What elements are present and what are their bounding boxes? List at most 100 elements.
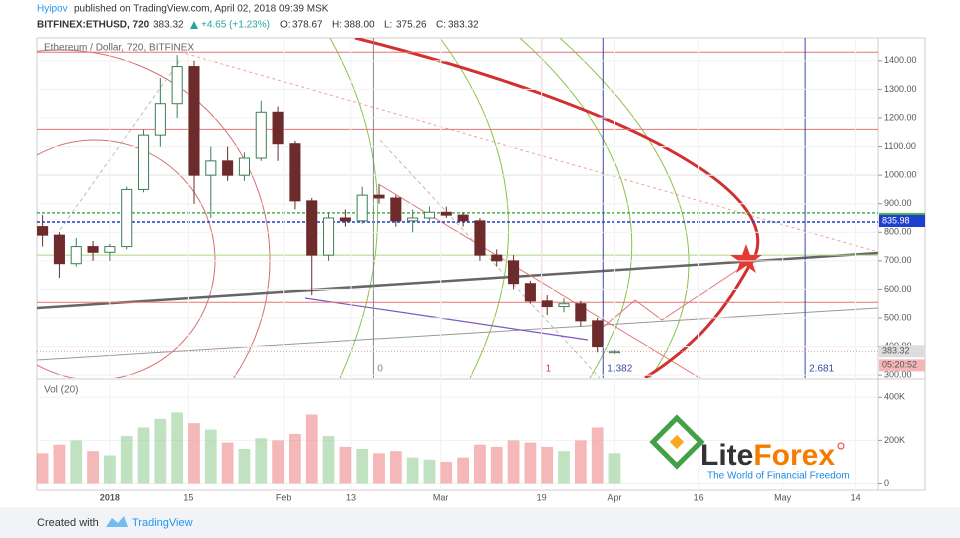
countdown-box	[879, 359, 925, 372]
volume-bar	[87, 451, 99, 484]
ohlc: O: 378.67 H: 388.00 L: 375.26 C: 383.32	[280, 20, 479, 31]
volume-bar	[558, 451, 570, 484]
candle-body	[491, 254, 503, 262]
volume-tick-label: 0	[884, 478, 889, 488]
candle-body	[272, 111, 284, 145]
footer-bar	[0, 507, 960, 538]
candle-body	[323, 217, 335, 256]
price-label: 835.98	[882, 215, 910, 225]
star	[730, 244, 762, 273]
y-tick-label: 1000.00	[884, 170, 917, 180]
logo-name: LiteForex	[700, 439, 835, 472]
volume-bar	[103, 455, 116, 484]
volume-bar	[137, 427, 150, 484]
volume-bar	[272, 440, 284, 484]
marks	[36, 38, 882, 490]
y-tick-label: 900.00	[884, 198, 912, 208]
x-tick-label: 16	[694, 492, 704, 502]
logo-name-1: Lite	[700, 439, 753, 472]
ohlc-label: C:	[436, 20, 446, 31]
logo-tagline: The World of Financial Freedom	[707, 471, 850, 482]
last-price: 383.32	[153, 20, 184, 31]
candle-body	[188, 66, 200, 176]
arc	[559, 38, 690, 378]
volume-bar	[238, 449, 251, 484]
logo: LiteForex The World of Financial Freedom	[649, 414, 850, 482]
candle-body	[440, 211, 452, 216]
volume-bar	[541, 446, 554, 484]
volume-bar	[322, 436, 335, 484]
candle-body	[171, 66, 183, 105]
y-tick-label: 1100.00	[884, 141, 916, 151]
y-tick-label: 300.00	[884, 370, 912, 380]
chart-title: Ethereum / Dollar, 720, BITFINEX	[44, 43, 194, 54]
logo-name-2: Forex	[753, 439, 835, 472]
candle-body	[541, 300, 553, 308]
candle-body	[356, 194, 368, 222]
candle-body	[87, 246, 99, 253]
trend-line	[379, 139, 601, 378]
y-tick-label: 800.00	[884, 227, 912, 237]
volume-bar	[389, 451, 402, 484]
pane-border	[36, 37, 926, 491]
ohlc-label: O:	[280, 20, 291, 31]
candle-body	[407, 217, 419, 222]
candle-body	[238, 157, 250, 176]
volume-bar	[356, 449, 369, 484]
volume-bar	[305, 414, 318, 484]
fib-label: 2.681	[809, 364, 834, 375]
x-tick-label: 14	[851, 492, 861, 502]
x-tick-label: 15	[183, 492, 193, 502]
x-tick-label: 19	[537, 492, 547, 502]
x-tick-label: 2018	[100, 492, 120, 502]
volume-tick-label: 400K	[884, 392, 905, 402]
candle-body	[121, 188, 133, 248]
author[interactable]: Hyipov	[37, 4, 68, 15]
candle-body	[306, 200, 318, 256]
candle-body	[205, 160, 217, 176]
volume-bar	[423, 459, 436, 484]
candle-body	[608, 350, 621, 354]
volume-bar	[457, 457, 469, 484]
circle	[37, 49, 271, 378]
volume-bar	[373, 453, 385, 484]
brand[interactable]: TradingView	[132, 517, 193, 529]
volume-bar	[289, 433, 301, 484]
symbol: BITFINEX:ETHUSD, 720	[37, 20, 150, 31]
trend-line	[37, 307, 878, 361]
candle-body	[575, 303, 587, 322]
candle-body	[289, 143, 301, 202]
volume-bar	[171, 412, 184, 484]
created-with: Created with	[37, 517, 99, 529]
parabola	[354, 38, 760, 378]
price-label-box	[879, 345, 925, 358]
ohlc-value: 388.00	[344, 20, 375, 31]
candle-body	[154, 103, 166, 136]
candle-body	[222, 160, 234, 176]
candle-body	[457, 214, 469, 222]
fib-label: 1.382	[607, 364, 632, 375]
x-tick-label: Apr	[607, 492, 621, 502]
candle-body	[37, 226, 49, 236]
price-label: 383.32	[882, 346, 910, 356]
volume-bar	[406, 457, 419, 484]
circle	[37, 139, 216, 378]
fib-label: 0	[377, 364, 383, 375]
y-tick-label: 1400.00	[884, 55, 917, 65]
volume-bar	[574, 440, 587, 484]
volume-bar	[36, 453, 49, 484]
up-arrow	[190, 21, 198, 29]
registered	[837, 442, 845, 450]
volume-bar	[608, 453, 621, 484]
candle-body	[53, 234, 65, 265]
y-tick-label: 1200.00	[884, 112, 917, 122]
volume-bar	[507, 440, 520, 484]
x-tick-label: Mar	[433, 492, 449, 502]
volume-title: Vol (20)	[44, 385, 78, 396]
candle-body	[255, 111, 267, 159]
volume-bar	[440, 461, 453, 484]
candle-body	[592, 320, 604, 348]
volume-bar	[474, 444, 486, 484]
candle-body	[339, 217, 351, 222]
volume-bar	[591, 427, 604, 484]
